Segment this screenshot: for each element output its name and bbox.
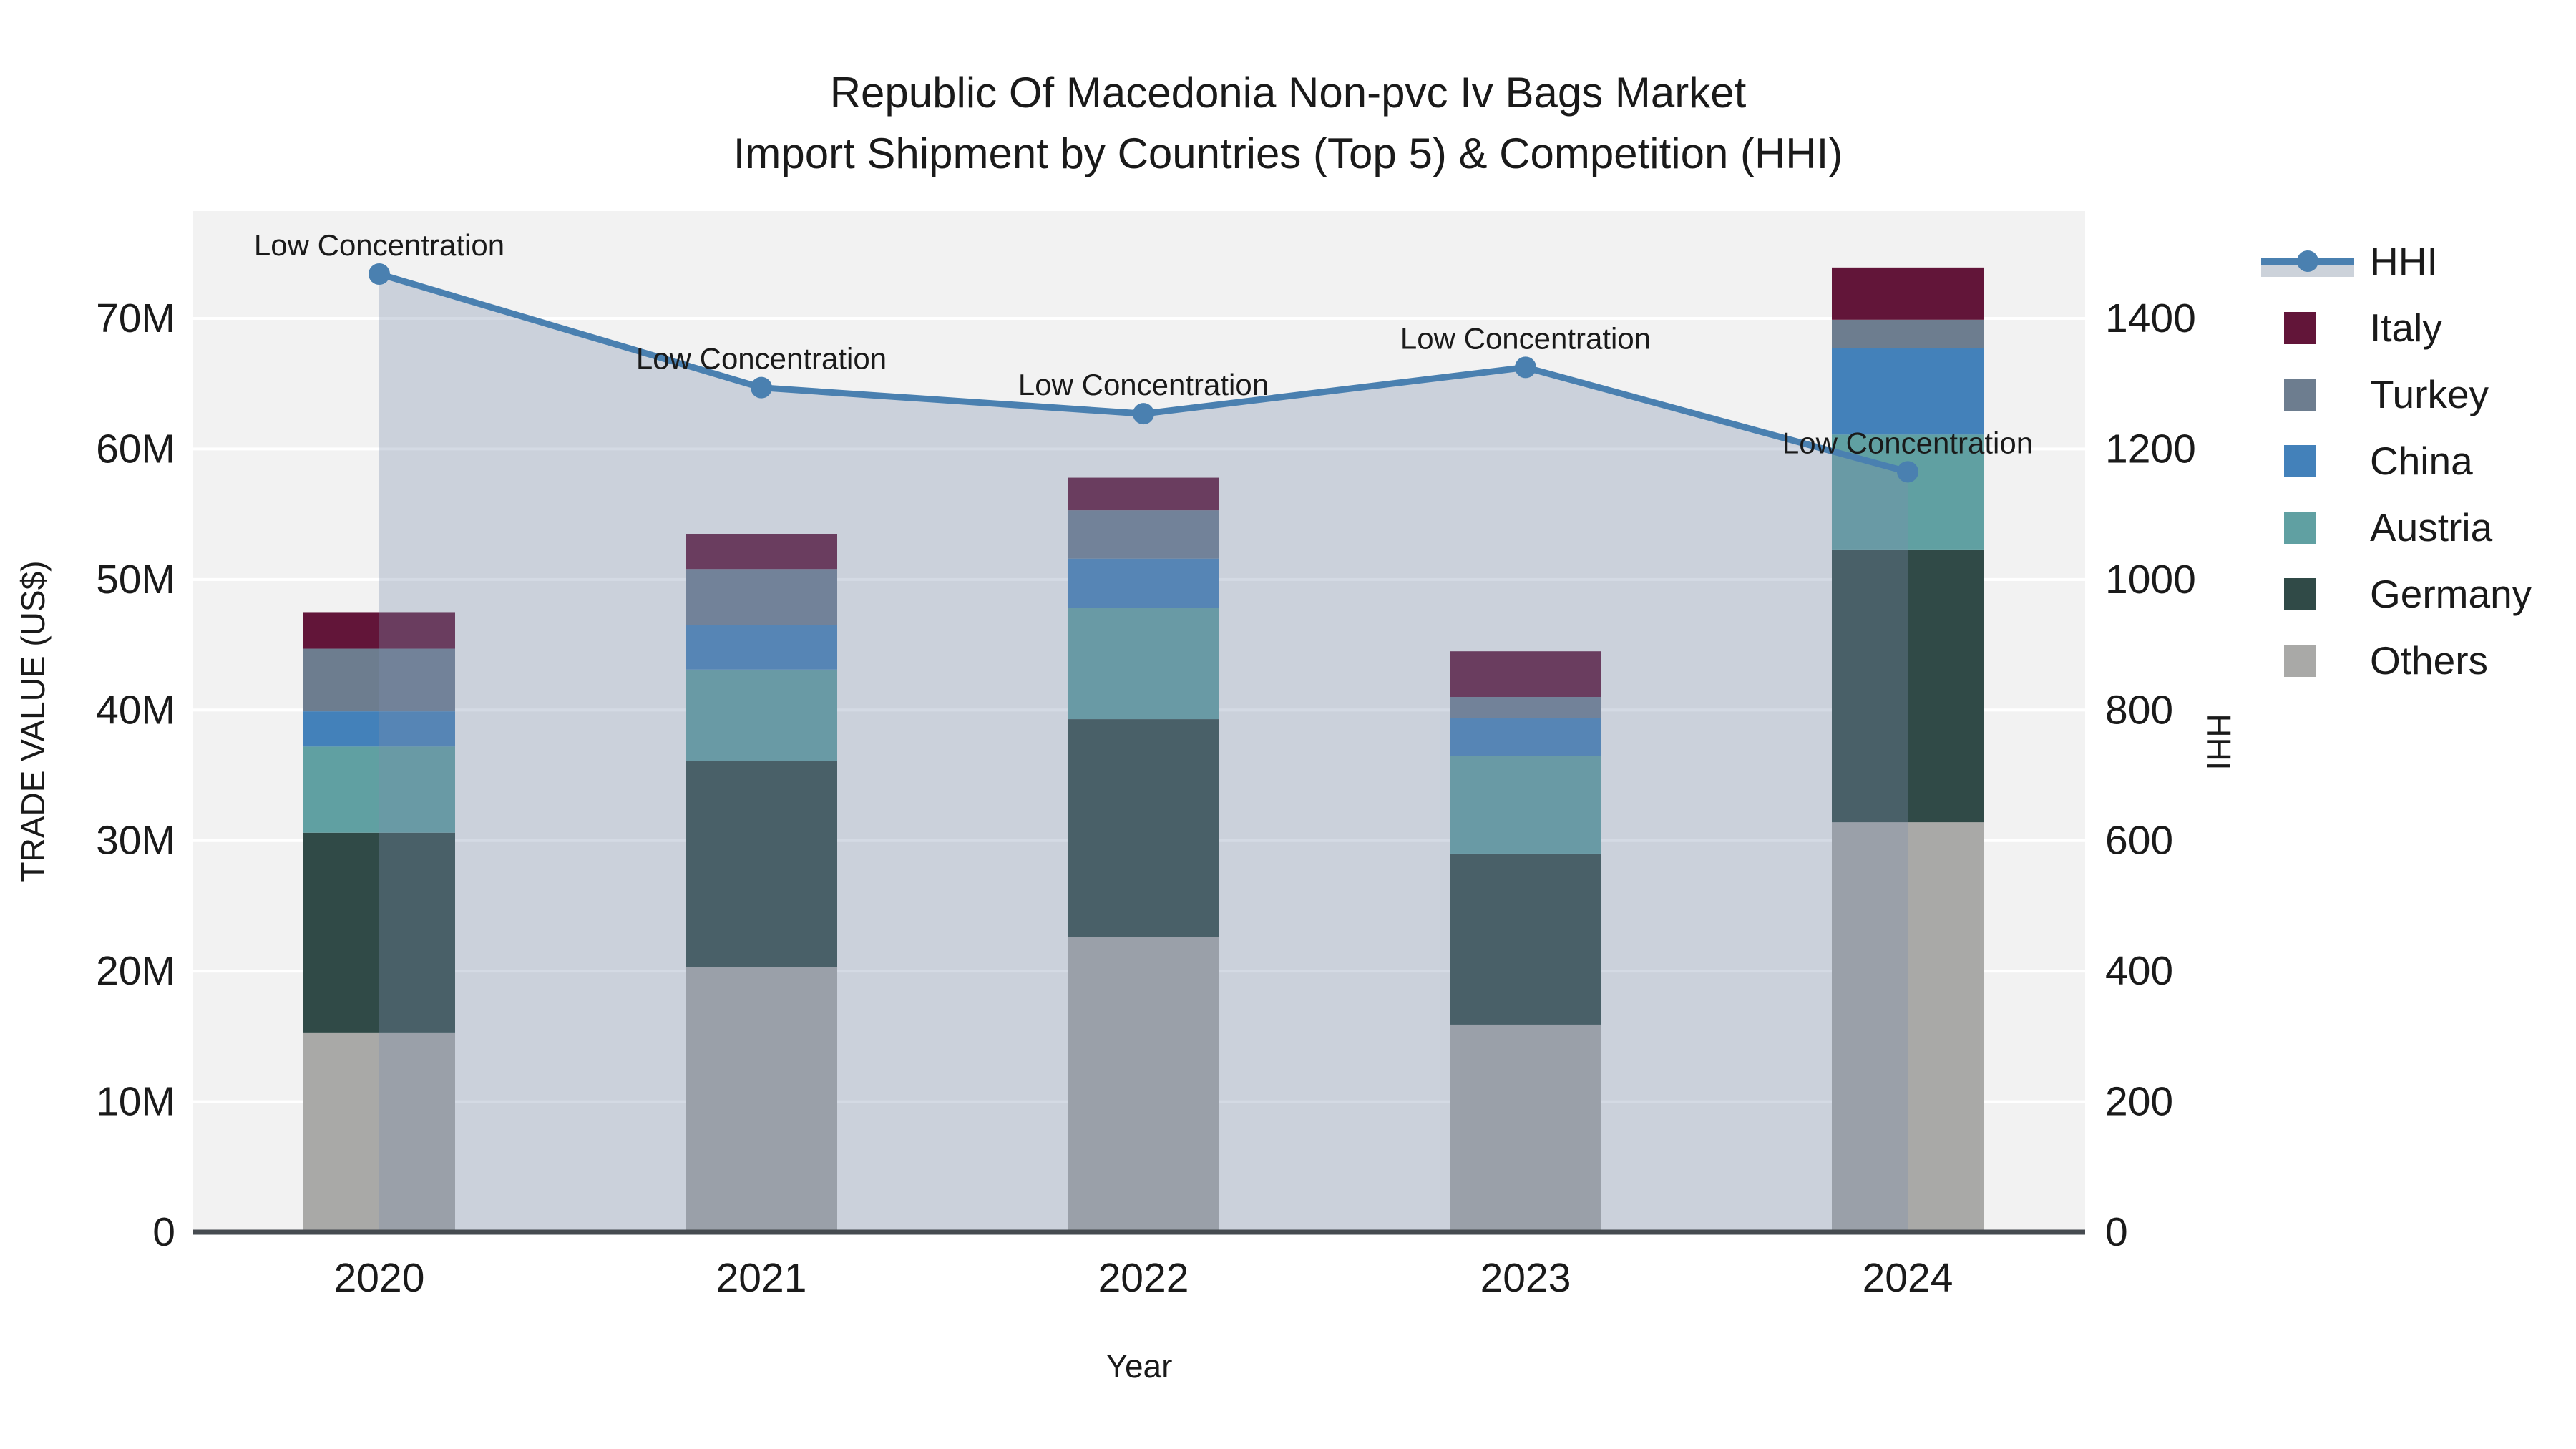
legend-label-hhi: HHI: [2370, 239, 2438, 283]
legend-item-austria[interactable]: Austria: [2284, 505, 2493, 550]
hhi-area: [379, 273, 1908, 1233]
chart-title-line1: Republic Of Macedonia Non-pvc Iv Bags Ma…: [830, 69, 1747, 117]
bar-segment-germany-2024[interactable]: [1832, 549, 1984, 823]
hhi-point-2020[interactable]: [369, 263, 390, 285]
legend-item-china[interactable]: China: [2284, 439, 2473, 483]
y-left-tick: 70M: [96, 296, 175, 341]
bar-segment-italy-2021[interactable]: [686, 534, 837, 570]
bar-segment-others-2024[interactable]: [1832, 822, 1984, 1232]
chart-title: Republic Of Macedonia Non-pvc Iv Bags Ma…: [733, 69, 1843, 177]
legend: HHI Italy Turkey China Austria Germany Others: [2261, 239, 2532, 683]
chart-title-line2: Import Shipment by Countries (Top 5) & C…: [733, 130, 1843, 177]
y-right-tick: 800: [2105, 687, 2173, 733]
bar-segment-china-2022[interactable]: [1068, 558, 1219, 608]
legend-swatch-turkey: [2284, 379, 2316, 411]
y-left-tick: 40M: [96, 687, 175, 733]
annotations: Low Concentration Low Concentration Low Co…: [254, 228, 2033, 459]
x-ticks: 2020 2021 2022 2023 2024: [334, 1255, 1953, 1301]
legend-item-turkey[interactable]: Turkey: [2284, 372, 2489, 416]
bar-segment-germany-2020[interactable]: [303, 832, 455, 1033]
annotation-2024: Low Concentration: [1782, 426, 2033, 459]
annotation-2023: Low Concentration: [1400, 321, 1651, 355]
y-right-tick: 1400: [2105, 296, 2196, 341]
y-left-tick: 0: [152, 1209, 175, 1255]
annotation-2020: Low Concentration: [254, 228, 504, 262]
bar-segment-austria-2024[interactable]: [1832, 434, 1984, 550]
bar-segment-china-2020[interactable]: [303, 711, 455, 747]
hhi-point-2024[interactable]: [1897, 461, 1918, 483]
y-right-tick: 200: [2105, 1079, 2173, 1125]
bar-segment-turkey-2023[interactable]: [1450, 697, 1601, 718]
legend-hhi-marker-icon: [2297, 250, 2318, 272]
bar-segment-others-2022[interactable]: [1068, 937, 1219, 1232]
legend-swatch-others: [2284, 645, 2316, 677]
x-tick-2023: 2023: [1480, 1255, 1571, 1301]
legend-item-hhi[interactable]: HHI: [2261, 239, 2438, 283]
legend-label-germany: Germany: [2370, 572, 2532, 616]
bar-segment-others-2020[interactable]: [303, 1032, 455, 1232]
legend-swatch-china: [2284, 445, 2316, 477]
y-left-ticks: 0 10M 20M 30M 40M 50M 60M 70M: [96, 296, 175, 1255]
y-left-tick: 30M: [96, 818, 175, 864]
y-left-axis-title: TRADE VALUE (US$): [14, 560, 52, 882]
bar-segment-germany-2023[interactable]: [1450, 853, 1601, 1025]
y-left-tick: 60M: [96, 426, 175, 472]
hhi-markers: [369, 263, 1918, 483]
bar-segment-china-2021[interactable]: [686, 625, 837, 670]
bar-segment-turkey-2022[interactable]: [1068, 510, 1219, 559]
y-right-axis-title: HHI: [2200, 713, 2238, 770]
legend-label-italy: Italy: [2370, 306, 2442, 350]
bar-segment-austria-2022[interactable]: [1068, 608, 1219, 720]
x-axis-title: Year: [1106, 1347, 1173, 1385]
annotation-2021: Low Concentration: [636, 342, 887, 376]
bar-series: [303, 267, 1984, 1232]
y-left-tick: 50M: [96, 557, 175, 602]
y-right-tick: 600: [2105, 818, 2173, 864]
hhi-point-2021[interactable]: [751, 376, 772, 399]
x-tick-2022: 2022: [1098, 1255, 1189, 1301]
y-right-tick: 0: [2105, 1209, 2128, 1255]
legend-label-others: Others: [2370, 638, 2488, 683]
legend-label-turkey: Turkey: [2370, 372, 2489, 416]
bar-segment-others-2021[interactable]: [686, 967, 837, 1232]
y-left-tick: 10M: [96, 1079, 175, 1125]
legend-swatch-germany: [2284, 578, 2316, 610]
bar-segment-germany-2021[interactable]: [686, 761, 837, 967]
x-tick-2020: 2020: [334, 1255, 425, 1301]
legend-swatch-austria: [2284, 512, 2316, 544]
bar-segment-turkey-2020[interactable]: [303, 648, 455, 712]
bar-segment-germany-2022[interactable]: [1068, 719, 1219, 937]
hhi-point-2023[interactable]: [1515, 356, 1536, 379]
legend-swatch-italy: [2284, 312, 2316, 344]
bar-segment-italy-2023[interactable]: [1450, 651, 1601, 698]
bar-segment-italy-2024[interactable]: [1832, 267, 1984, 320]
y-right-ticks: 0 200 400 600 800 1000 1200 1400: [2105, 296, 2196, 1255]
y-right-tick: 1200: [2105, 426, 2196, 472]
bar-segment-turkey-2021[interactable]: [686, 569, 837, 625]
bar-segment-italy-2022[interactable]: [1068, 477, 1219, 511]
bar-segment-austria-2021[interactable]: [686, 669, 837, 761]
y-right-tick: 1000: [2105, 557, 2196, 602]
bar-segment-italy-2020[interactable]: [303, 612, 455, 649]
legend-item-italy[interactable]: Italy: [2284, 306, 2442, 350]
hhi-point-2022[interactable]: [1133, 403, 1154, 425]
x-tick-2024: 2024: [1863, 1255, 1953, 1301]
bar-segment-others-2023[interactable]: [1450, 1024, 1601, 1232]
legend-item-others[interactable]: Others: [2284, 638, 2488, 683]
annotation-2022: Low Concentration: [1018, 368, 1269, 401]
legend-item-germany[interactable]: Germany: [2284, 572, 2532, 616]
legend-label-china: China: [2370, 439, 2473, 483]
bar-segment-austria-2023[interactable]: [1450, 756, 1601, 854]
bar-segment-china-2024[interactable]: [1832, 348, 1984, 435]
y-left-tick: 20M: [96, 948, 175, 994]
bar-segment-turkey-2024[interactable]: [1832, 319, 1984, 348]
bar-segment-china-2023[interactable]: [1450, 718, 1601, 756]
y-right-tick: 400: [2105, 948, 2173, 994]
x-tick-2021: 2021: [716, 1255, 807, 1301]
legend-label-austria: Austria: [2370, 505, 2493, 550]
bar-segment-austria-2020[interactable]: [303, 746, 455, 833]
